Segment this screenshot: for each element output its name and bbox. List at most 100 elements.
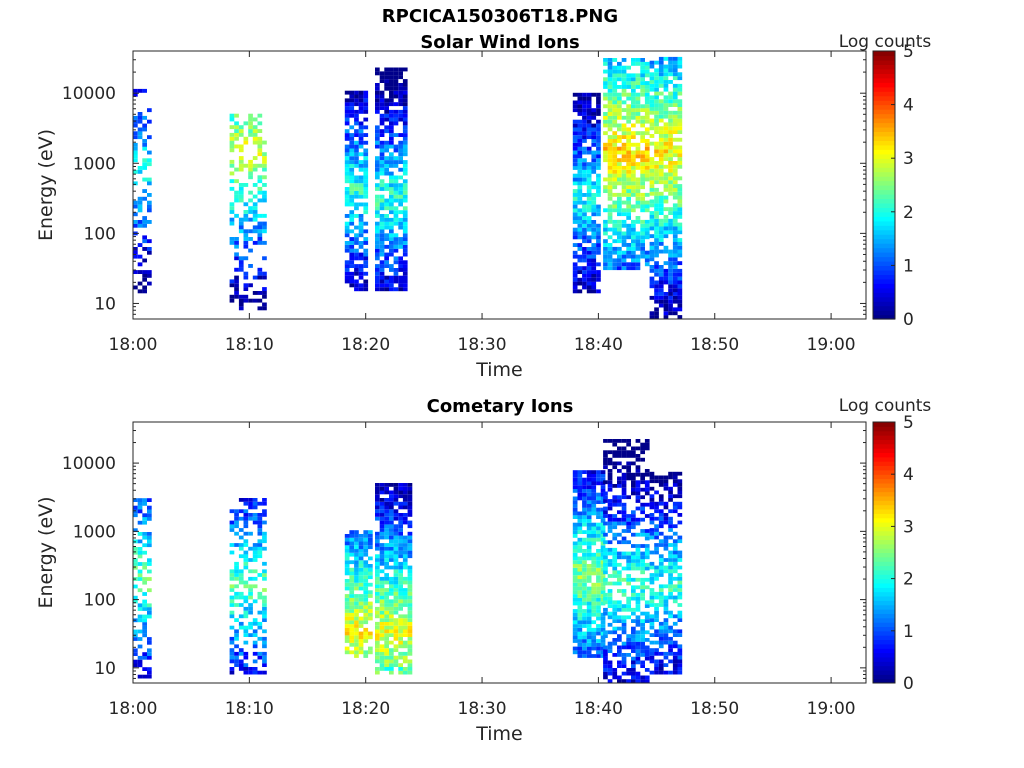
spectrogram-cell [577,277,583,282]
spectrogram-cell [257,670,263,675]
x-tick-label: 18:20 [341,335,390,355]
spectrogram-cell [349,631,355,636]
spectrogram-cell [603,465,608,470]
spectrogram-cell [596,96,601,101]
spectrogram-cell [654,535,659,540]
spectrogram-cell [626,442,631,447]
spectrogram-cell [229,550,235,555]
spectrogram-cell [133,220,138,224]
spectrogram-cell [631,446,636,451]
spectrogram-cell [137,659,143,664]
spectrogram-cell [607,165,613,170]
spectrogram-cell [234,636,239,641]
spectrogram-cell [668,543,673,547]
spectrogram-cell [649,241,655,246]
spectrogram-cell [640,446,645,451]
spectrogram-cell [393,516,399,521]
spectrogram-cell [379,614,385,619]
spectrogram-cell [600,567,606,572]
spectrogram-cell [133,181,138,186]
spectrogram-cell [635,465,641,470]
spectrogram-cell [363,567,369,572]
spectrogram-cell [582,181,587,186]
spectrogram-cell [577,492,583,497]
spectrogram-cell [402,225,408,230]
spectrogram-cell [572,127,578,132]
spectrogram-cell [677,303,683,308]
spectrogram-cell [349,163,355,168]
spectrogram-cell [384,221,389,226]
spectrogram-cell [677,584,683,589]
spectrogram-cell [654,651,659,656]
spectrogram-cell [586,575,592,580]
spectrogram-cell [582,212,587,217]
spectrogram-cell [668,222,673,227]
spectrogram-cell [238,129,244,133]
spectrogram-cell [612,581,618,586]
spectrogram-cell [368,590,373,595]
spectrogram-cell [654,180,659,185]
spectrogram-cell [672,230,678,235]
spectrogram-cell [600,541,606,546]
spectrogram-cell [658,172,664,177]
spectrogram-cell [398,546,403,551]
spectrogram-cell [379,655,385,660]
spectrogram-cell [257,625,263,630]
spectrogram-cell [668,141,673,146]
spectrogram-cell [658,288,664,293]
spectrogram-cell [640,92,645,97]
spectrogram-cell [572,507,578,512]
spectrogram-cell [635,231,641,236]
spectrogram-cell [617,100,622,105]
spectrogram-cell [398,210,403,215]
spectrogram-cell [358,163,364,168]
spectrogram-cell [621,92,627,97]
spectrogram-cell [649,535,655,540]
spectrogram-cell [607,185,613,190]
spectrogram-cell [572,119,578,124]
spectrogram-cell [344,98,350,103]
spectrogram-cell [147,273,152,278]
spectrogram-cell [248,569,253,574]
spectrogram-cell [668,299,673,304]
spectrogram-cell [607,77,613,82]
spectrogram-cell [617,502,622,507]
spectrogram-cell [375,252,380,257]
spectrogram-cell [389,163,394,168]
spectrogram-cell [349,156,355,161]
spectrogram-cell [649,172,655,177]
spectrogram-cell [577,549,583,553]
spectrogram-cell [626,262,631,267]
spectrogram-cell [262,659,267,664]
spectrogram-cell [363,187,369,191]
spectrogram-cell [147,250,152,255]
spectrogram-cell [640,506,645,511]
spectrogram-cell [344,612,350,617]
spectrogram-cell [398,651,403,656]
spectrogram-cell [635,115,641,120]
spectrogram-cell [379,268,385,272]
spectrogram-cell [663,80,669,84]
spectrogram-cell [398,490,403,495]
spectrogram-cell [344,202,350,207]
spectrogram-cell [147,670,152,675]
spectrogram-cell [644,69,650,74]
spectrogram-cell [248,558,253,562]
spectrogram-cell [635,131,641,136]
spectrogram-cell [658,633,664,637]
spectrogram-cell [603,77,608,82]
spectrogram-cell [596,522,601,527]
spectrogram-cell [368,631,373,636]
spectrogram-cell [147,270,152,274]
spectrogram-cell [586,177,592,182]
spectrogram-cell [358,549,364,553]
colorbar-segment [873,310,895,316]
spectrogram-cell [577,135,583,140]
spectrogram-cell [379,625,385,630]
spectrogram-cell [668,565,673,570]
spectrogram-cell [393,256,399,261]
spectrogram-cell [375,241,380,245]
spectrogram-cell [640,58,645,62]
spectrogram-cell [393,67,399,72]
spectrogram-cell [354,575,359,580]
